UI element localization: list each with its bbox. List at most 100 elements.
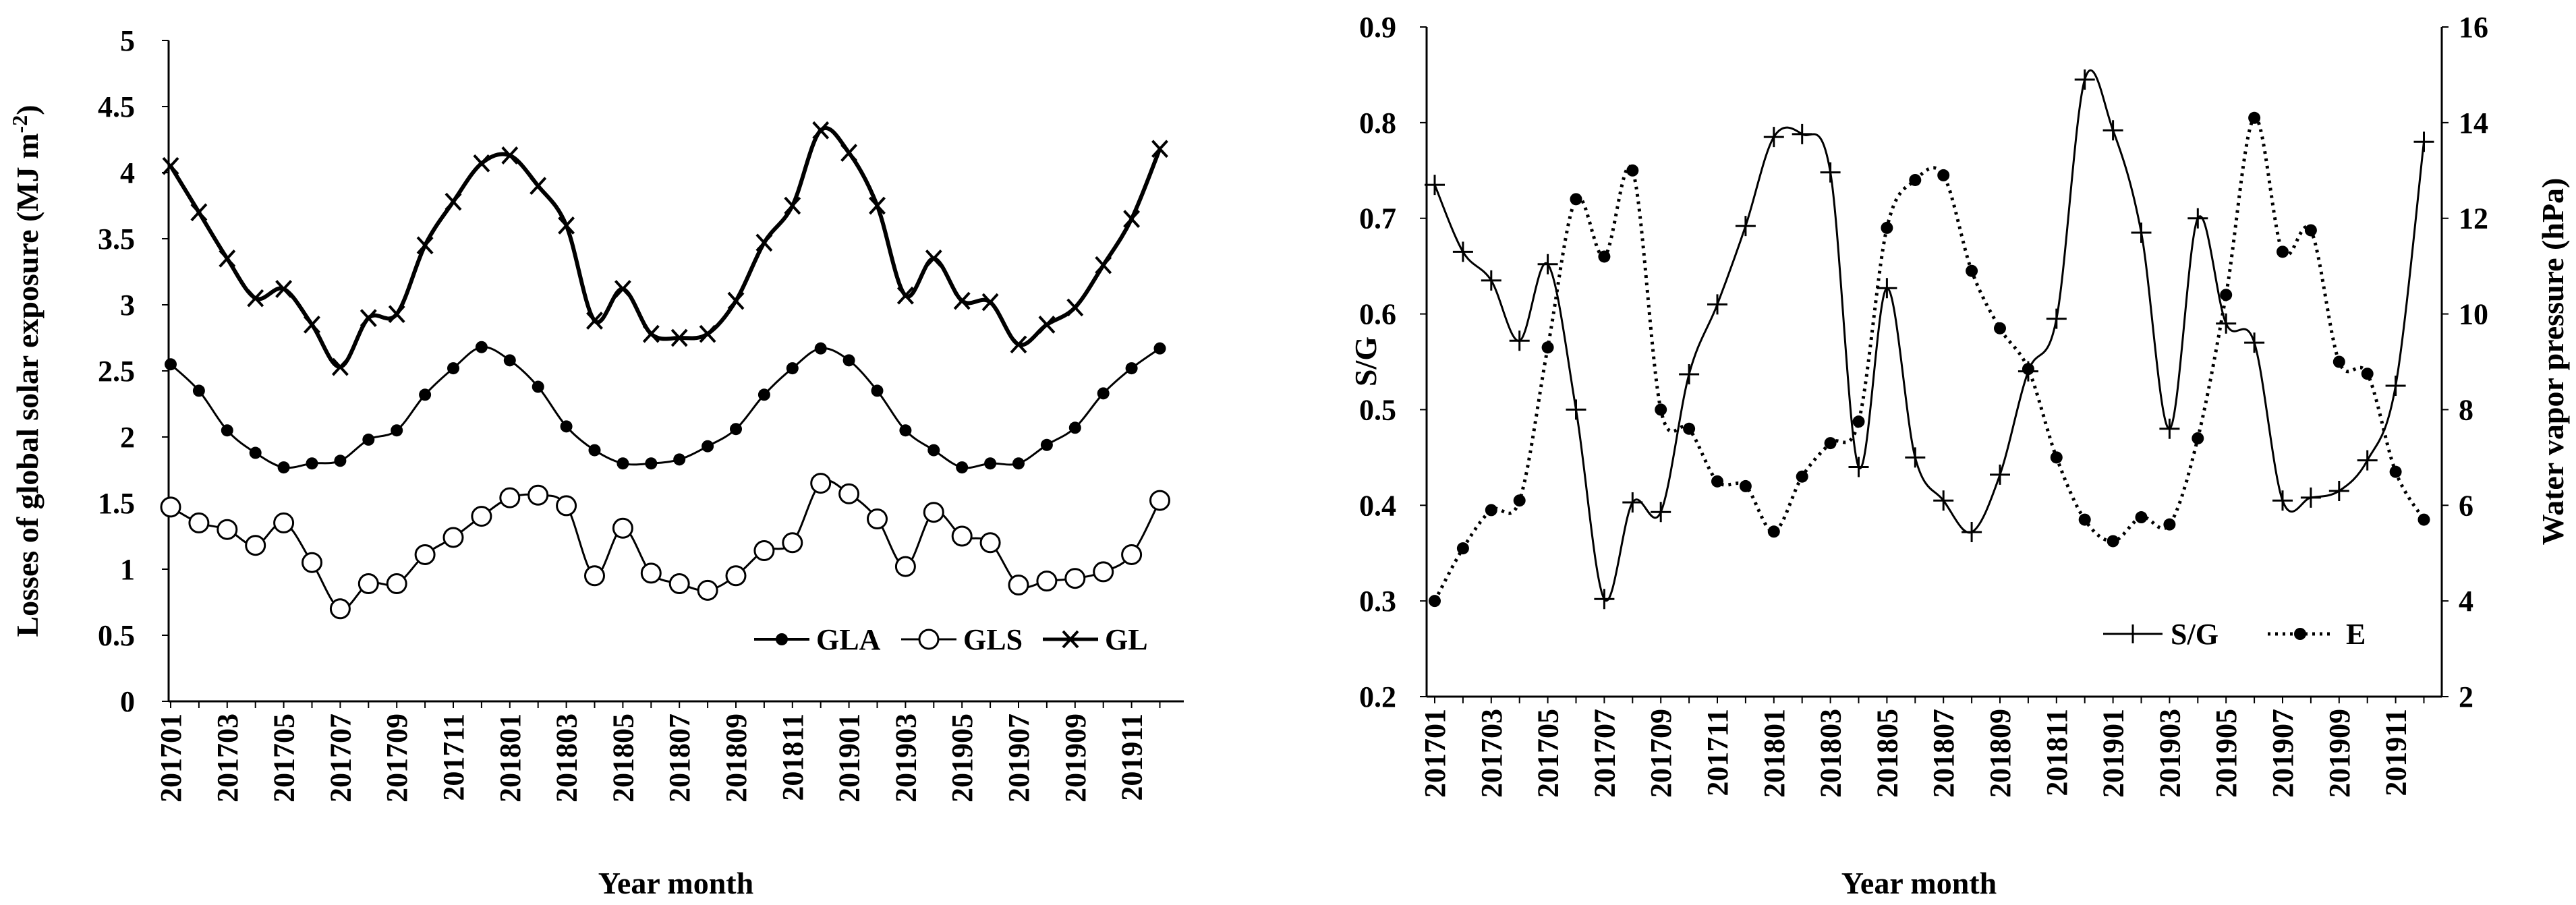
point-gl (331, 357, 349, 376)
y2-tick-label: 10 (2459, 298, 2488, 331)
x-tick-label: 201809 (720, 713, 753, 802)
point-gla (1012, 457, 1025, 470)
point-gl (501, 146, 519, 165)
y-tick-label: 0.5 (98, 619, 135, 652)
point-gls (414, 544, 436, 565)
point-e (2022, 363, 2034, 376)
point-sg (1848, 457, 1869, 477)
point-gls (329, 598, 351, 620)
point-gl (1038, 316, 1056, 334)
right-x-axis-label: Year month (1841, 866, 1997, 900)
x-tick-label: 201809 (1984, 709, 2017, 798)
point-gls (1008, 575, 1029, 596)
point-gla (588, 444, 601, 457)
point-gls (1036, 571, 1058, 592)
legend-item-sg: S/G (2103, 618, 2219, 651)
point-e (1739, 479, 1752, 492)
left-chart: 0 0.5 1 1.5 2 2.5 3 3.5 4 4.5 5 201701 201703 201705… (7, 24, 1184, 900)
left-series-markers (160, 121, 1170, 620)
point-e (1541, 341, 1554, 354)
point-gla (1097, 387, 1110, 400)
point-e (1824, 437, 1837, 450)
point-gl (1095, 256, 1112, 274)
y-tick-label: 5 (120, 24, 135, 57)
y-tick-label: 0.2 (1359, 680, 1396, 713)
point-sg (2272, 490, 2293, 511)
point-sg (2074, 69, 2095, 90)
point-gla (899, 424, 912, 437)
point-gla (956, 461, 969, 474)
point-e (2163, 518, 2176, 531)
point-gla (842, 354, 855, 367)
x-tick-label: 201707 (324, 713, 357, 802)
point-sg (1452, 241, 1473, 262)
point-gla (362, 433, 375, 446)
point-e (2304, 224, 2317, 237)
y-tick-label: 0.4 (1359, 489, 1396, 522)
point-gla (221, 424, 233, 437)
x-tick-label: 201901 (833, 713, 866, 802)
y-tick-label: 0.5 (1359, 393, 1396, 426)
point-gla (1068, 421, 1081, 434)
point-e (1881, 221, 1893, 234)
point-gls (442, 527, 464, 548)
x-tick-label: 201901 (2097, 709, 2130, 798)
point-gl (388, 305, 405, 324)
y-tick-label: 4 (120, 156, 135, 189)
point-e (1598, 250, 1611, 263)
point-sg (2131, 222, 2152, 243)
point-gls (302, 552, 322, 573)
point-gla (1153, 342, 1166, 355)
point-gl (953, 291, 971, 310)
point-gls (782, 532, 803, 554)
x-tick-label: 201709 (380, 713, 413, 802)
point-gls (188, 512, 210, 533)
point-sg (1735, 216, 1756, 237)
point-gl (642, 324, 660, 343)
x-tick-label: 201907 (2266, 709, 2299, 798)
point-gl (275, 280, 293, 298)
point-gls (923, 502, 944, 523)
point-gla (673, 453, 686, 466)
y-tick-label: 0.3 (1359, 585, 1396, 618)
point-gl (162, 156, 179, 175)
point-gl (925, 250, 942, 268)
point-e (2135, 511, 2148, 524)
point-gls (386, 573, 407, 595)
point-e (2248, 111, 2261, 124)
y2-tick-label: 12 (2459, 202, 2488, 235)
point-gl (755, 233, 773, 252)
legend-label-gls: GLS (963, 623, 1023, 656)
point-gl (219, 250, 236, 268)
point-gls (273, 512, 295, 533)
point-e (2220, 289, 2233, 301)
point-gl (473, 154, 490, 173)
point-sg (2357, 450, 2378, 471)
point-sg (1905, 447, 1926, 468)
x-tick-label: 201801 (1758, 709, 1791, 798)
point-e (2277, 245, 2289, 258)
point-gla (702, 440, 714, 452)
point-e (2078, 513, 2091, 526)
point-sg (1594, 589, 1615, 610)
point-sg (1622, 492, 1643, 513)
x-tick-label: 201801 (494, 713, 527, 802)
right-series-lines (1433, 69, 2426, 602)
x-tick-label: 201705 (1532, 709, 1565, 798)
point-sg (2300, 487, 2321, 508)
point-gla (475, 341, 488, 353)
point-gl (529, 177, 547, 195)
y-tick-label: 0.6 (1359, 298, 1396, 331)
point-gla (532, 380, 544, 393)
point-gl (1066, 298, 1084, 317)
legend-item-e: E (2268, 618, 2366, 651)
y-tick-label: 0.9 (1359, 11, 1396, 44)
point-gl (190, 203, 208, 222)
point-gl (727, 291, 745, 310)
legend-item-gl: GL (1043, 623, 1148, 656)
x-tick-label: 201707 (1588, 709, 1621, 798)
point-gla (192, 384, 205, 397)
point-e (1767, 525, 1780, 538)
x-tick-label: 201703 (1475, 709, 1508, 798)
